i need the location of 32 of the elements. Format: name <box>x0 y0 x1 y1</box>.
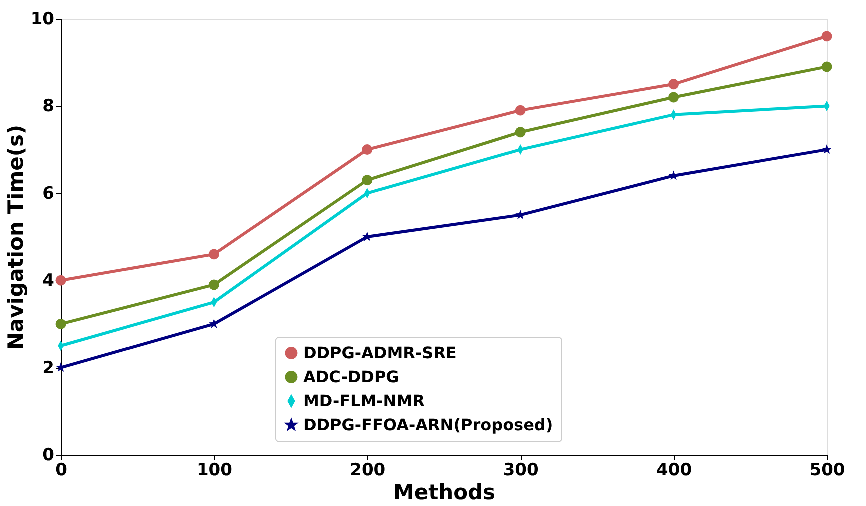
point <box>362 144 373 156</box>
x-tick-label: 400 <box>656 460 692 480</box>
point <box>822 31 832 42</box>
y-axis-title: Navigation Time(s) <box>4 124 28 350</box>
point <box>209 318 220 328</box>
legend-label: MD-FLM-NMR <box>303 391 425 410</box>
legend-label: DDPG-FFOA-ARN(Proposed) <box>303 415 554 434</box>
point <box>822 62 832 72</box>
point <box>668 79 680 90</box>
y-tick-label: 0 <box>42 446 55 466</box>
x-tick-label: 500 <box>810 460 846 480</box>
x-tick-label: 200 <box>350 460 386 480</box>
y-tick-label: 8 <box>42 96 54 117</box>
legend-label: ADC-DDPG <box>303 367 400 386</box>
y-tick-label: 2 <box>42 358 54 378</box>
point <box>515 105 526 116</box>
x-tick-label: 0 <box>56 460 68 480</box>
x-tick-label: 100 <box>196 460 233 480</box>
y-tick-label: 4 <box>42 271 55 292</box>
point <box>822 144 832 154</box>
x-tick-label: 300 <box>503 460 540 480</box>
point <box>208 280 220 290</box>
point <box>668 92 680 103</box>
y-tick-label: 10 <box>30 10 55 30</box>
point <box>56 275 66 286</box>
x-axis-title: Methods <box>393 480 496 504</box>
legend-label: DDPG-ADMR-SRE <box>303 343 457 362</box>
point <box>515 127 526 138</box>
point <box>362 175 373 186</box>
point <box>56 318 66 330</box>
y-tick-label: 6 <box>42 184 54 204</box>
point <box>208 249 220 260</box>
